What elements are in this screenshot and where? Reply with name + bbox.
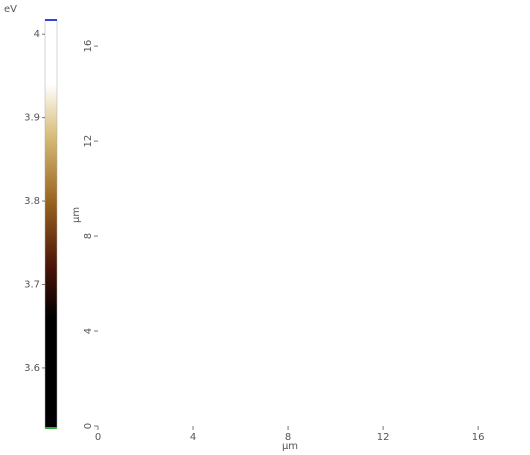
x-tick-label: 4: [190, 432, 196, 443]
colorbar-tick-label: 3.7: [24, 279, 40, 290]
colorbar-tick-label: 3.9: [24, 113, 40, 124]
colorbar-tick-label: 4: [34, 29, 40, 40]
y-tick-label: 12: [83, 135, 94, 148]
colorbar-tick-label: 3.8: [24, 196, 40, 207]
y-tick-label: 4: [83, 328, 94, 334]
x-tick-label: 16: [472, 432, 485, 443]
x-tick-label: 8: [285, 432, 291, 443]
map-image: [98, 20, 490, 426]
y-tick-label: 16: [83, 40, 94, 53]
y-tick-label: 0: [83, 423, 94, 429]
colorbar-tick-label: 3.6: [24, 363, 40, 374]
x-tick-label: 0: [95, 432, 101, 443]
y-axis-label: µm: [71, 207, 82, 223]
y-tick-label: 8: [83, 233, 94, 239]
x-axis-label: µm: [282, 441, 298, 452]
colorbar: [44, 19, 58, 429]
x-tick-label: 12: [377, 432, 390, 443]
colorbar-label: eV: [4, 4, 17, 15]
